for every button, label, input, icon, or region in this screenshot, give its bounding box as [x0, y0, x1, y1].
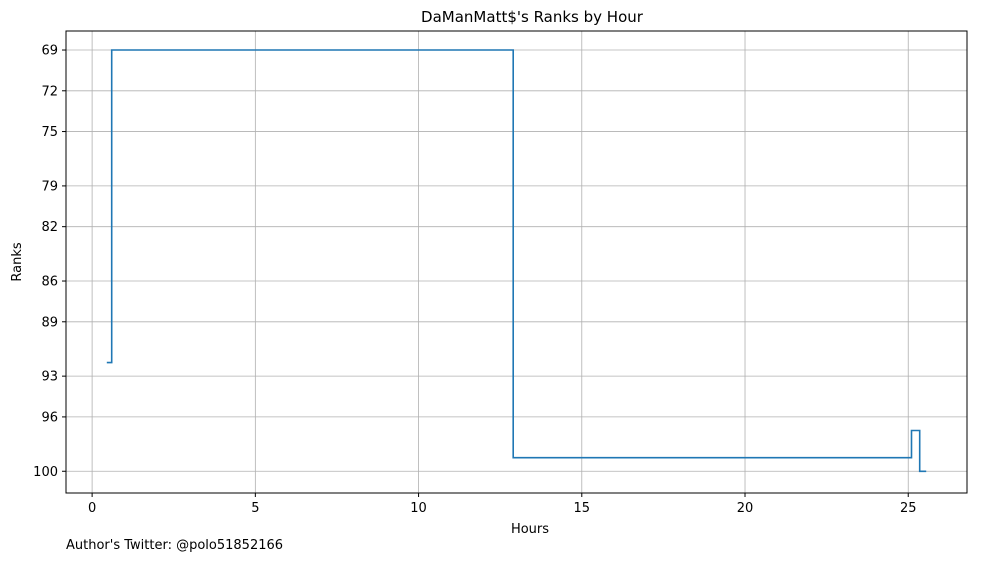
y-tick-label: 100 — [33, 465, 58, 480]
x-tick-label: 15 — [574, 501, 591, 516]
series-lines — [106, 49, 927, 473]
y-tick-label: 79 — [41, 179, 58, 194]
y-tick-label: 89 — [41, 315, 58, 330]
x-tick-label: 20 — [737, 501, 754, 516]
y-tick-label: 69 — [41, 44, 58, 59]
y-tick-label: 96 — [41, 410, 58, 425]
y-tick-label: 75 — [41, 125, 58, 140]
plot-frame — [65, 30, 968, 494]
x-tick-label: 5 — [251, 501, 259, 516]
y-ticks: 69 72 75 79 82 86 89 93 96 100 — [33, 44, 66, 480]
y-tick-label: 86 — [41, 275, 58, 290]
y-axis-label: Ranks — [10, 242, 25, 281]
rank-series-line — [106, 49, 927, 473]
y-tick-label: 72 — [41, 84, 58, 99]
x-axis-label: Hours — [511, 522, 549, 537]
y-tick-label: 82 — [41, 220, 58, 235]
x-tick-label: 10 — [410, 501, 427, 516]
chart-title: DaManMatt$'s Ranks by Hour — [421, 8, 644, 26]
author-footnote: Author's Twitter: @polo51852166 — [66, 538, 284, 553]
grid — [66, 31, 967, 493]
y-tick-label: 93 — [41, 370, 58, 385]
x-tick-label: 25 — [900, 501, 917, 516]
x-ticks: 0 5 10 15 20 25 — [88, 493, 917, 516]
x-tick-label: 0 — [88, 501, 96, 516]
